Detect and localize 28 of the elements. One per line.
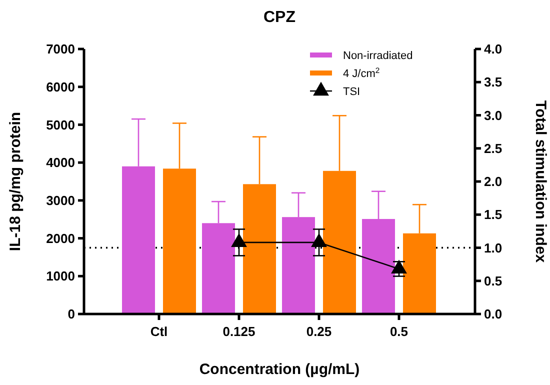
y-tick-label: 2000 (46, 230, 75, 246)
y-tick-label: 0 (68, 306, 75, 322)
x-tick-label: 0.25 (306, 324, 332, 339)
legend-label: TSI (343, 86, 360, 98)
x-tick-label: 0.125 (222, 324, 256, 339)
y-tick-label: 3000 (46, 192, 75, 208)
y-tick-label: 6000 (46, 79, 75, 94)
y2-tick-label: 0.5 (484, 273, 502, 288)
y-tick-label: 7000 (46, 42, 75, 57)
y2-tick-label: 0.0 (484, 306, 502, 322)
x-axis-title: Concentration (µg/mL) (199, 361, 360, 378)
y2-tick-label: 1.5 (484, 207, 502, 222)
y-axis-title: IL-18 pg/mg protein (7, 112, 24, 252)
y2-tick-label: 3.5 (484, 74, 502, 90)
y-tick-label: 5000 (46, 117, 75, 132)
y-tick-label: 1000 (46, 268, 75, 284)
y2-tick-label: 4.0 (484, 42, 502, 57)
y2-tick-label: 2.0 (484, 174, 502, 190)
y2-tick-label: 3.0 (484, 108, 502, 123)
legend-label: Non-irradiated (343, 50, 413, 62)
y-tick-label: 4000 (46, 155, 75, 170)
y2-tick-label: 1.0 (484, 240, 502, 256)
y2-axis-title: Total stimulation index (532, 100, 549, 264)
y2-tick-label: 2.5 (484, 140, 502, 156)
chart-title: CPZ (264, 9, 296, 26)
x-tick-label: 0.5 (390, 324, 408, 339)
legend-label: 4 J/cm$^{2}$ (343, 65, 380, 80)
x-tick-label: Ctl (150, 324, 168, 339)
